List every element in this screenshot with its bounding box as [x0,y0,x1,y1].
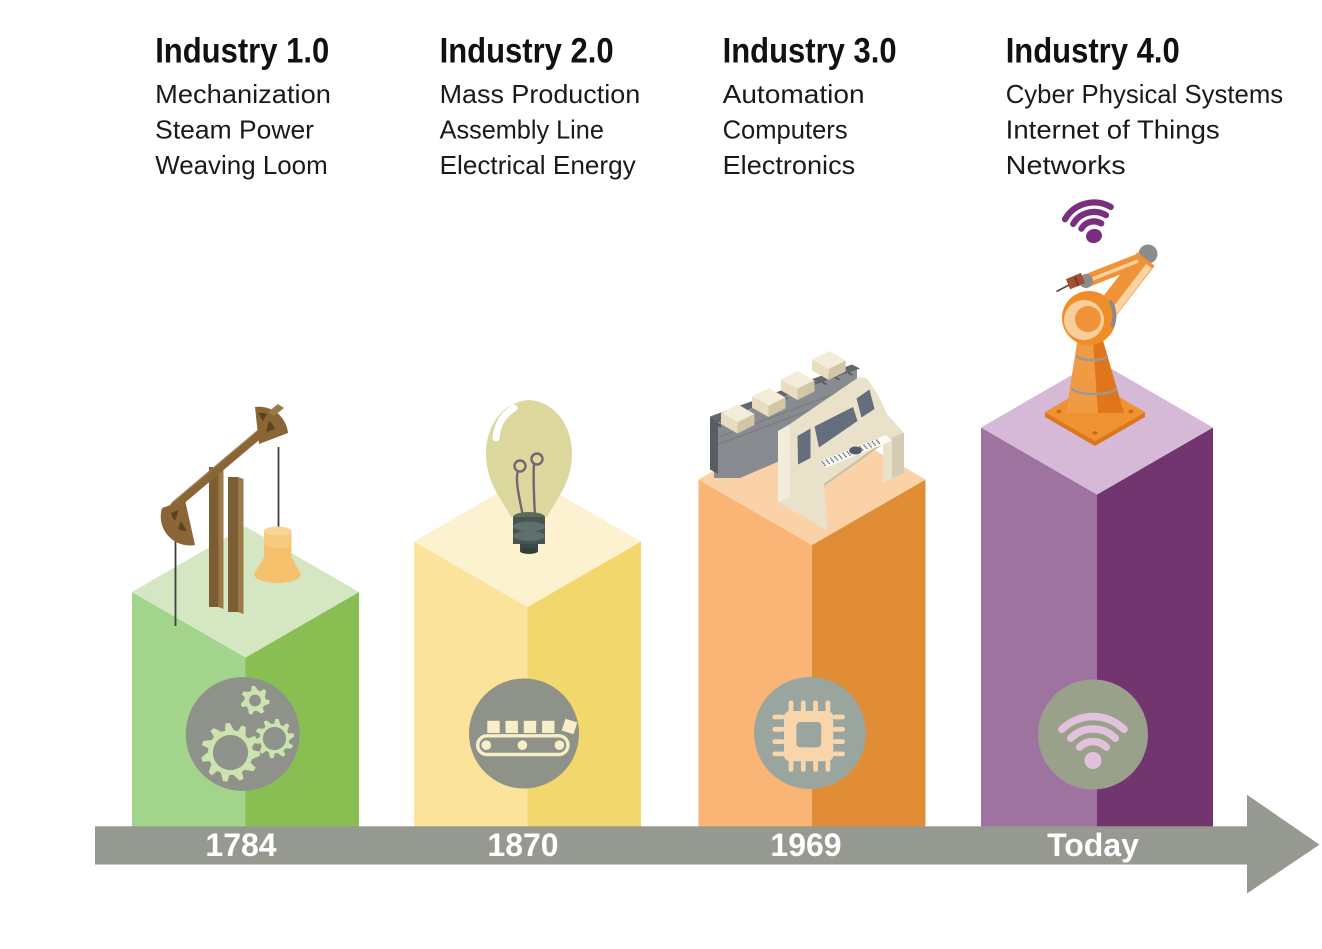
svg-text:1784: 1784 [205,827,276,863]
svg-text:1870: 1870 [487,827,558,863]
svg-text:1969: 1969 [770,827,841,863]
svg-text:Computers: Computers [723,115,848,145]
svg-text:Industry 1.0: Industry 1.0 [155,31,329,70]
svg-text:Industry 3.0: Industry 3.0 [723,31,897,70]
svg-text:Industry 4.0: Industry 4.0 [1006,31,1180,70]
svg-text:Weaving Loom: Weaving Loom [155,150,328,180]
svg-text:Mechanization: Mechanization [155,79,331,109]
svg-text:Cyber Physical Systems: Cyber Physical Systems [1006,79,1283,109]
svg-text:Mass Production: Mass Production [440,79,641,109]
svg-text:Assembly Line: Assembly Line [440,115,604,145]
svg-text:Electrical Energy: Electrical Energy [440,150,636,180]
svg-text:Networks: Networks [1006,150,1126,180]
svg-text:Industry 2.0: Industry 2.0 [440,31,614,70]
svg-text:Steam Power: Steam Power [155,115,314,145]
svg-text:Today: Today [1047,827,1139,863]
svg-text:Internet of Things: Internet of Things [1006,115,1220,145]
svg-text:Electronics: Electronics [723,150,856,180]
svg-text:Automation: Automation [723,79,865,109]
